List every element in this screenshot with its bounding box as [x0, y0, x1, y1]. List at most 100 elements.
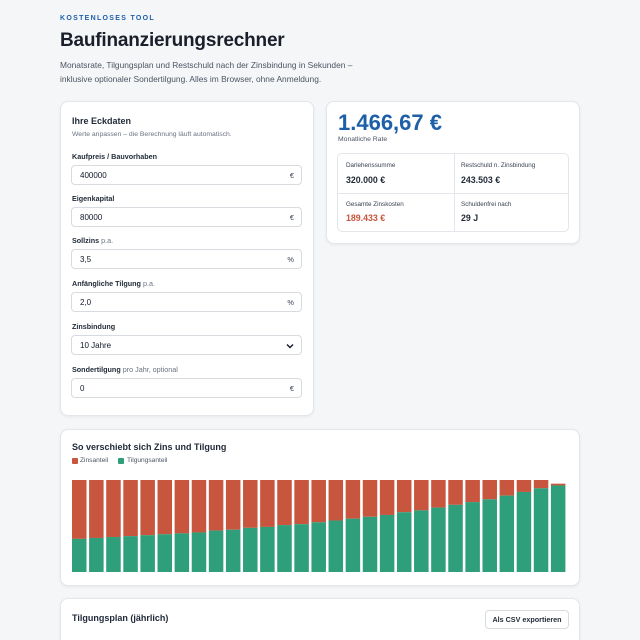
eyebrow-label: KOSTENLOSES TOOL	[60, 15, 155, 22]
bar-interest-12	[260, 480, 275, 527]
interest-rate-unit: %	[287, 255, 294, 264]
bar-interest-9	[208, 480, 224, 531]
fixed-rate-period-label: Zinsbindung	[72, 322, 115, 331]
bar-principal-12	[260, 526, 275, 572]
bar-interest-14	[294, 480, 309, 525]
bar-interest-11	[243, 480, 258, 528]
interest-rate-value: 3,5	[80, 255, 92, 264]
interest-rate-input[interactable]: 3,5%	[71, 249, 302, 269]
bar-principal-4	[123, 536, 138, 572]
initial-repayment-label: Anfängliche Tilgung p.a.	[72, 279, 155, 288]
bar-interest-5	[140, 480, 155, 536]
bar-interest-25	[482, 480, 497, 500]
initial-repayment-hint: p.a.	[142, 279, 155, 288]
bar-principal-3	[106, 537, 121, 572]
purchase-price-label: Kaufpreis / Bauvorhaben	[72, 152, 157, 161]
page-title: Baufinanzierungsrechner	[60, 30, 285, 51]
interest-rate-label-text: Sollzins	[72, 236, 100, 245]
monthly-rate-label: Monatliche Rate	[338, 136, 388, 143]
legend-label-principal: Tilgungsanteil	[127, 457, 168, 464]
bar-interest-4	[123, 480, 138, 537]
special-repayment-unit: €	[289, 384, 294, 393]
legend-swatch-interest	[72, 458, 78, 464]
interest-rate-label: Sollzins p.a.	[72, 236, 113, 245]
bar-principal-13	[277, 525, 292, 572]
input-card: Ihre Eckdaten Werte anpassen – die Berec…	[60, 101, 314, 416]
stat-debt-free-label: Schuldenfrei nach	[461, 201, 512, 208]
bar-interest-7	[174, 480, 190, 534]
interest-principal-chart	[72, 480, 566, 572]
chart-title: So verschiebt sich Zins und Tilgung	[72, 442, 227, 452]
bar-principal-20	[396, 512, 412, 572]
special-repayment-value: 0	[80, 384, 85, 393]
bar-principal-15	[311, 522, 326, 572]
bar-principal-18	[362, 516, 378, 572]
special-repayment-hint: pro Jahr, optional	[122, 365, 178, 374]
bar-principal-21	[414, 510, 429, 572]
bar-principal-1	[72, 538, 87, 572]
purchase-price-input[interactable]: 400000 €	[71, 165, 302, 185]
bar-principal-23	[448, 504, 463, 572]
bar-principal-2	[89, 537, 104, 572]
bar-interest-6	[157, 480, 173, 535]
stat-interest-cost-value: 189.433 €	[346, 213, 386, 223]
bar-interest-27	[516, 480, 532, 492]
result-card	[326, 101, 580, 244]
bar-interest-23	[448, 480, 463, 505]
bar-interest-15	[311, 480, 326, 523]
purchase-price-unit: €	[289, 171, 294, 180]
monthly-rate-value: 1.466,67 €	[338, 110, 442, 135]
purchase-price-value: 400000	[80, 171, 107, 180]
input-card-subtitle: Werte anpassen – die Berechnung läuft au…	[72, 131, 232, 138]
stats-divider-vertical	[454, 154, 455, 231]
initial-repayment-value: 2,0	[80, 298, 92, 307]
stats-grid: Darlehenssumme 320.000 € Restschuld n. Z…	[337, 153, 569, 232]
bar-interest-18	[362, 480, 378, 517]
purchase-price-label-text: Kaufpreis / Bauvorhaben	[72, 152, 158, 161]
bar-principal-17	[345, 518, 361, 572]
bar-principal-14	[294, 524, 309, 572]
stat-interest-cost-label: Gesamte Zinskosten	[346, 201, 404, 208]
initial-repayment-input[interactable]: 2,0%	[71, 292, 302, 312]
export-csv-button[interactable]: Als CSV exportieren	[485, 610, 569, 629]
bar-principal-22	[431, 507, 446, 572]
fixed-rate-period-select[interactable]: 10 Jahre	[71, 335, 302, 355]
bar-interest-29	[550, 483, 566, 486]
equity-unit: €	[289, 213, 294, 222]
bar-principal-27	[516, 491, 532, 572]
legend-label-interest: Zinsanteil	[80, 457, 109, 464]
bar-principal-8	[191, 532, 207, 572]
bar-principal-5	[140, 535, 155, 572]
bar-principal-28	[533, 488, 549, 572]
bar-interest-17	[345, 480, 361, 519]
equity-label-text: Eigenkapital	[72, 194, 115, 203]
bar-principal-6	[157, 534, 173, 572]
bar-principal-26	[499, 495, 515, 572]
bar-interest-16	[328, 480, 344, 521]
stat-residual-debt-value: 243.503 €	[461, 175, 501, 185]
fixed-rate-period-value: 10 Jahre	[80, 341, 112, 350]
bar-interest-22	[431, 480, 446, 508]
bar-principal-19	[379, 514, 395, 572]
bar-interest-10	[225, 480, 241, 530]
page-subtitle: Monatsrate, Tilgungsplan und Restschuld …	[60, 60, 353, 84]
bar-principal-25	[482, 499, 497, 572]
equity-value: 80000	[80, 213, 103, 222]
bar-principal-11	[243, 527, 258, 572]
special-repayment-input[interactable]: 0 €	[71, 378, 302, 398]
bar-principal-9	[208, 530, 224, 572]
bar-interest-13	[277, 480, 292, 526]
stat-loan-amount-value: 320.000 €	[346, 175, 386, 185]
stat-loan-amount-label: Darlehenssumme	[346, 162, 396, 169]
bar-interest-28	[533, 480, 549, 489]
initial-repayment-unit: %	[287, 298, 294, 307]
legend-swatch-principal	[118, 458, 124, 464]
bar-interest-19	[379, 480, 395, 515]
initial-repayment-label-text: Anfängliche Tilgung	[72, 279, 141, 288]
stat-residual-debt-label: Restschuld n. Zinsbindung	[461, 162, 536, 169]
special-repayment-label: Sondertilgung pro Jahr, optional	[72, 365, 178, 374]
bar-principal-10	[225, 529, 241, 572]
bar-principal-29	[550, 485, 566, 572]
equity-input[interactable]: 80000 €	[71, 207, 302, 227]
bar-interest-8	[191, 480, 207, 533]
